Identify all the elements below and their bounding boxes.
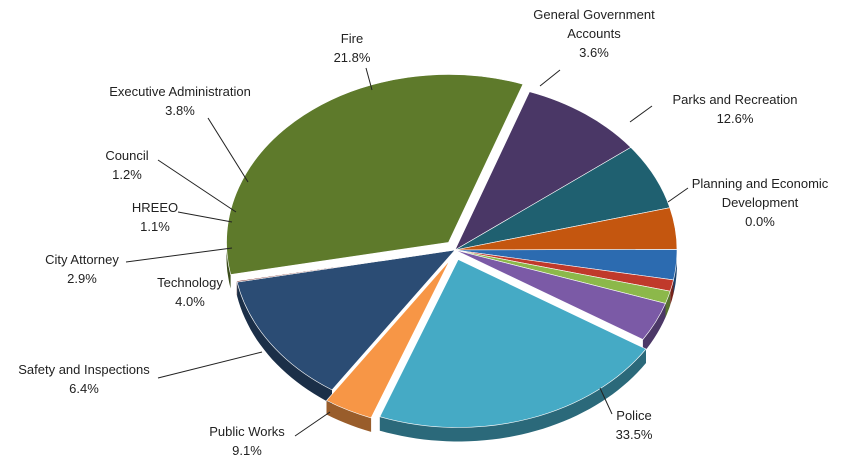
slice-wall-parks-and-recreation (237, 282, 332, 404)
label-public-works: Public Works 9.1% (209, 424, 285, 458)
leader-line-council (157, 159, 237, 213)
leader-line-executive-administration (207, 117, 249, 183)
leader-line-city-attorney (125, 247, 233, 263)
label-executive-administration: Executive Administration 3.8% (109, 84, 251, 118)
label-city-attorney: City Attorney 2.9% (45, 252, 119, 286)
slice-planning-and-economic-development (236, 249, 456, 283)
leader-line-hreeo (177, 211, 233, 223)
pie-slices (226, 74, 678, 442)
leader-line-public-works (294, 411, 331, 437)
leader-lines (125, 67, 689, 437)
label-police: Police 33.5% (616, 408, 653, 442)
label-technology: Technology 4.0% (157, 275, 223, 309)
leader-line-safety-and-inspections (157, 351, 263, 379)
leader-line-police (599, 387, 613, 415)
label-planning-and-economic-development: Planning and Economic Development 0.0% (692, 176, 829, 229)
slice-executive-administration (454, 249, 666, 340)
label-parks-and-recreation: Parks and Recreation 12.6% (672, 92, 797, 126)
label-council: Council 1.2% (105, 148, 148, 182)
label-fire: Fire 21.8% (334, 31, 371, 65)
slice-wall-city-attorney (673, 254, 677, 294)
slice-wall-fire (379, 349, 646, 442)
leader-line-general-government-accounts (539, 69, 561, 87)
slice-general-government-accounts (326, 260, 450, 419)
slice-wall-general-government-accounts (326, 400, 372, 432)
leader-line-parks-and-recreation (629, 105, 653, 123)
slice-public-works (454, 91, 632, 251)
leader-line-planning-and-economic-development (667, 187, 689, 203)
slice-wall-council (665, 291, 671, 318)
slice-wall-police (226, 245, 231, 289)
label-hreeo: HREEO 1.1% (132, 200, 178, 234)
slice-police (226, 74, 524, 275)
leader-line-fire (365, 67, 373, 91)
label-general-government-accounts: General Government Accounts 3.6% (533, 7, 655, 60)
slice-fire (379, 259, 647, 428)
slice-labels: Police 33.5% Public Works 9.1% Safety and In… (18, 7, 829, 458)
slice-wall-hreeo (670, 279, 674, 306)
label-safety-and-inspections: Safety and Inspections 6.4% (18, 362, 150, 396)
slice-wall-executive-administration (642, 303, 666, 354)
slice-parks-and-recreation (236, 249, 456, 391)
